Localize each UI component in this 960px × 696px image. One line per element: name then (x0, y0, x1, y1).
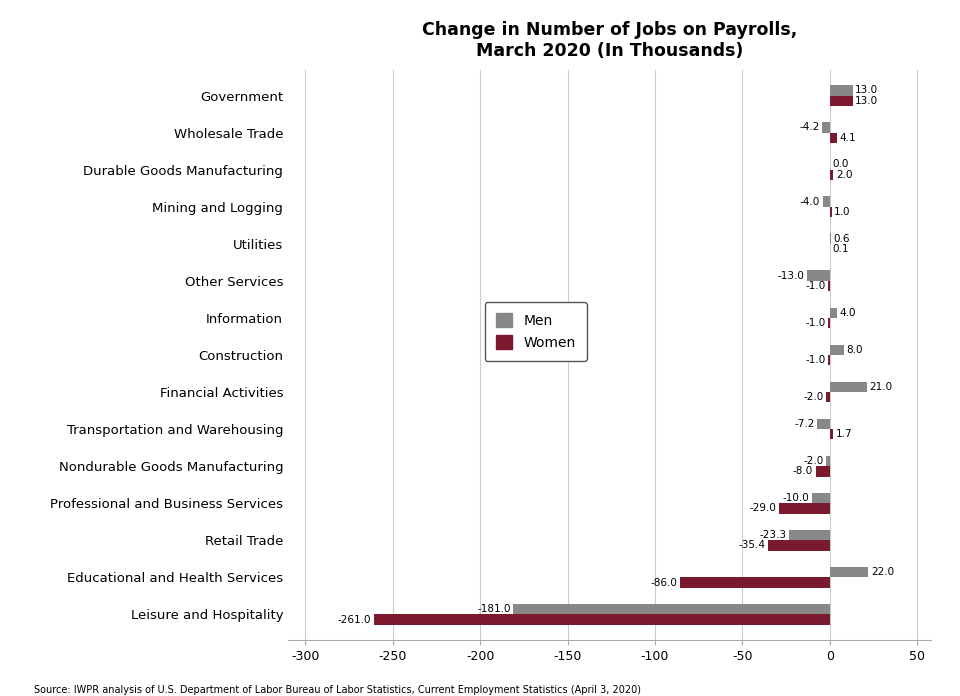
Bar (680, 577, 829, 587)
Text: -10.0: -10.0 (783, 493, 809, 503)
Bar (807, 271, 829, 281)
Bar (373, 615, 829, 625)
Text: -13.0: -13.0 (778, 271, 804, 280)
Text: -86.0: -86.0 (650, 578, 677, 587)
Text: 2.0: 2.0 (836, 170, 852, 180)
Text: 4.0: 4.0 (839, 308, 856, 317)
Text: -4.0: -4.0 (800, 196, 820, 207)
Bar (829, 133, 837, 143)
Bar (768, 540, 829, 551)
Bar (829, 381, 867, 392)
Text: 22.0: 22.0 (871, 567, 894, 577)
Text: -7.2: -7.2 (794, 419, 815, 429)
Bar (827, 456, 829, 466)
Bar (829, 308, 837, 318)
Bar (829, 207, 831, 217)
Legend: Men, Women: Men, Women (485, 302, 587, 361)
Text: 13.0: 13.0 (855, 86, 878, 95)
Text: -2.0: -2.0 (804, 456, 824, 466)
Bar (817, 419, 829, 429)
Text: -29.0: -29.0 (750, 503, 777, 514)
Text: -1.0: -1.0 (805, 281, 826, 291)
Text: -23.3: -23.3 (759, 530, 786, 540)
Text: -181.0: -181.0 (477, 604, 511, 614)
Bar (829, 567, 868, 577)
Bar (514, 604, 829, 615)
Text: -1.0: -1.0 (805, 355, 826, 365)
Bar (812, 493, 829, 503)
Text: 1.7: 1.7 (835, 429, 852, 439)
Bar (829, 95, 852, 106)
Bar (829, 233, 830, 244)
Text: -35.4: -35.4 (738, 541, 765, 551)
Bar (823, 196, 829, 207)
Text: 0.0: 0.0 (832, 159, 849, 169)
Bar (823, 122, 829, 133)
Text: Source: IWPR analysis of U.S. Department of Labor Bureau of Labor Statistics, Cu: Source: IWPR analysis of U.S. Department… (34, 685, 640, 695)
Bar (789, 530, 829, 540)
Text: -8.0: -8.0 (793, 466, 813, 476)
Bar (829, 85, 852, 95)
Title: Change in Number of Jobs on Payrolls,
March 2020 (In Thousands): Change in Number of Jobs on Payrolls, Ma… (422, 21, 797, 60)
Bar (816, 466, 829, 477)
Text: 4.1: 4.1 (840, 133, 856, 143)
Bar (829, 170, 833, 180)
Bar (780, 503, 829, 514)
Text: -1.0: -1.0 (805, 318, 826, 328)
Bar (828, 318, 829, 329)
Bar (829, 429, 832, 439)
Text: 8.0: 8.0 (847, 345, 863, 355)
Text: 21.0: 21.0 (869, 382, 892, 392)
Text: 13.0: 13.0 (855, 96, 878, 106)
Text: 0.1: 0.1 (832, 244, 850, 254)
Bar (828, 281, 829, 291)
Text: -261.0: -261.0 (338, 615, 371, 624)
Bar (829, 345, 844, 355)
Text: -2.0: -2.0 (804, 393, 824, 402)
Text: 1.0: 1.0 (834, 207, 851, 217)
Bar (828, 355, 829, 365)
Text: -4.2: -4.2 (800, 122, 820, 132)
Bar (827, 392, 829, 402)
Text: 0.6: 0.6 (833, 234, 850, 244)
